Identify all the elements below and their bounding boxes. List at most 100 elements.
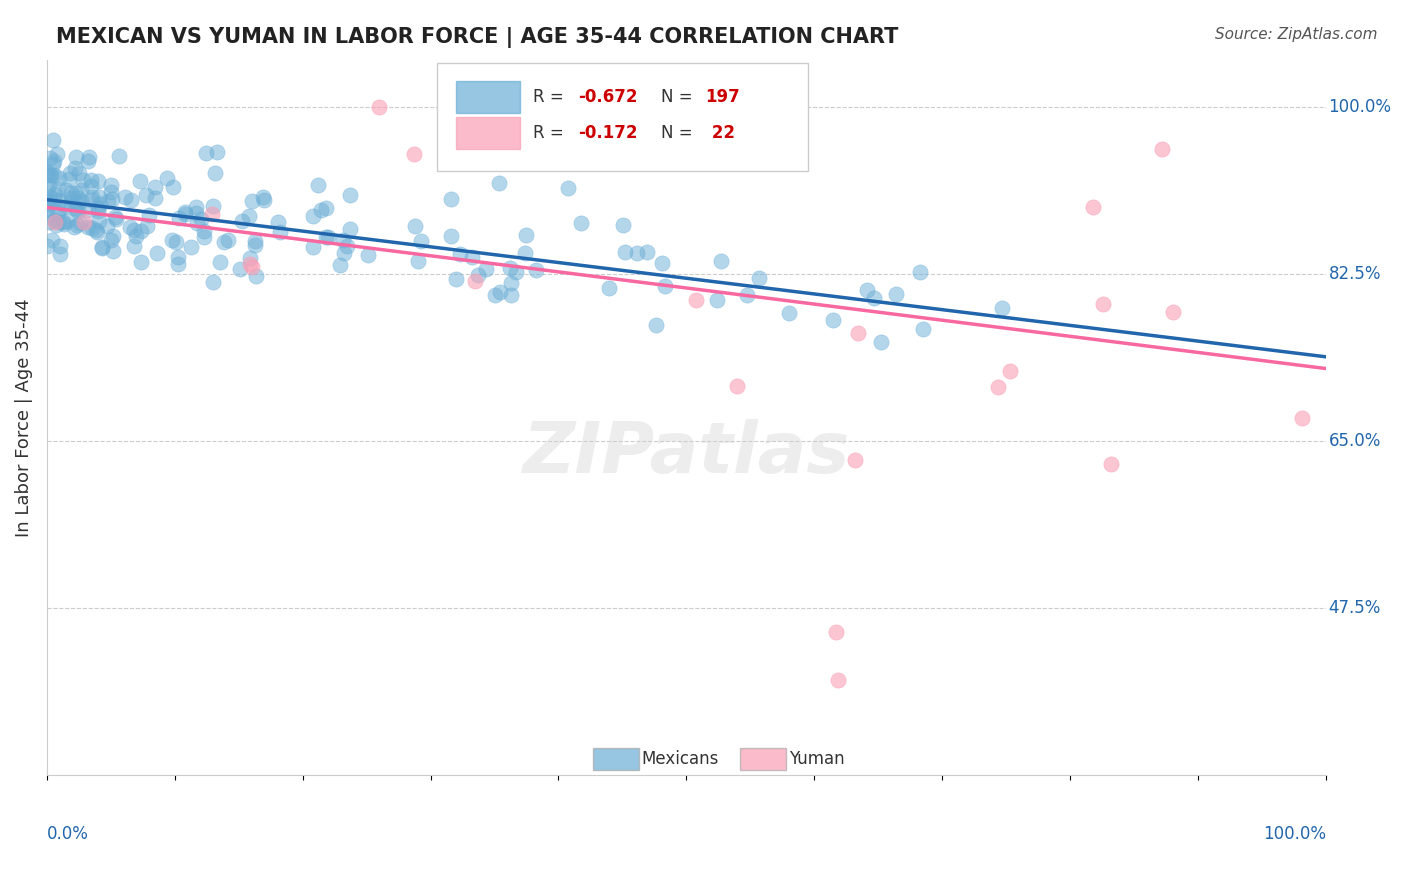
Mexicans	[84, 223, 107, 237]
Mexicans	[66, 219, 89, 233]
Mexicans	[505, 265, 527, 279]
Text: R =: R =	[533, 124, 569, 142]
Mexicans	[70, 194, 93, 208]
Mexicans	[65, 202, 87, 216]
Mexicans	[66, 191, 89, 205]
Text: 0.0%: 0.0%	[46, 825, 89, 843]
Mexicans	[245, 238, 267, 252]
Mexicans	[65, 150, 87, 164]
Mexicans	[80, 178, 103, 193]
Mexicans	[202, 275, 225, 289]
Mexicans	[138, 208, 160, 222]
Mexicans	[38, 178, 60, 192]
Mexicans	[77, 154, 100, 169]
Mexicans	[229, 262, 252, 277]
Mexicans	[461, 251, 484, 265]
Mexicans	[48, 204, 70, 219]
Mexicans	[100, 186, 122, 200]
Text: ZIPatlas: ZIPatlas	[523, 418, 851, 488]
Mexicans	[87, 173, 110, 187]
Mexicans	[910, 265, 932, 279]
Mexicans	[515, 227, 537, 242]
Mexicans	[120, 193, 142, 207]
Mexicans	[66, 203, 89, 218]
Mexicans	[636, 244, 658, 259]
Mexicans	[39, 168, 62, 182]
Mexicans	[143, 179, 166, 194]
Mexicans	[59, 186, 82, 201]
Text: -0.172: -0.172	[578, 124, 637, 142]
Mexicans	[135, 187, 157, 202]
Yuman	[825, 625, 848, 640]
Mexicans	[332, 233, 354, 247]
Mexicans	[614, 245, 637, 260]
Mexicans	[103, 244, 125, 258]
Mexicans	[63, 201, 86, 215]
Mexicans	[569, 216, 592, 230]
Yuman	[1150, 142, 1173, 156]
Mexicans	[39, 194, 62, 208]
Mexicans	[96, 219, 118, 233]
Mexicans	[484, 287, 506, 301]
Mexicans	[475, 262, 498, 277]
Mexicans	[498, 261, 520, 276]
Mexicans	[39, 151, 62, 165]
Mexicans	[101, 192, 124, 206]
Mexicans	[45, 219, 67, 233]
Mexicans	[911, 322, 934, 336]
Mexicans	[315, 201, 337, 215]
Mexicans	[499, 287, 522, 301]
Mexicans	[165, 235, 187, 250]
Mexicans	[46, 182, 69, 196]
Mexicans	[53, 199, 76, 213]
Mexicans	[38, 168, 60, 182]
Mexicans	[80, 190, 103, 204]
Mexicans	[65, 161, 87, 175]
Mexicans	[184, 206, 207, 220]
Mexicans	[440, 192, 463, 206]
Text: 65.0%: 65.0%	[1329, 433, 1381, 450]
Mexicans	[69, 216, 91, 230]
Mexicans	[52, 215, 75, 229]
Text: Source: ZipAtlas.com: Source: ZipAtlas.com	[1215, 27, 1378, 42]
Text: Yuman: Yuman	[789, 750, 844, 769]
Mexicans	[243, 235, 266, 249]
Mexicans	[86, 225, 108, 239]
Mexicans	[654, 279, 676, 293]
Mexicans	[35, 193, 58, 207]
Mexicans	[82, 220, 104, 235]
Mexicans	[245, 268, 267, 283]
Mexicans	[162, 180, 184, 194]
Mexicans	[598, 281, 620, 295]
Mexicans	[557, 181, 579, 195]
Mexicans	[309, 202, 332, 217]
Mexicans	[467, 268, 489, 283]
Y-axis label: In Labor Force | Age 35-44: In Labor Force | Age 35-44	[15, 298, 32, 537]
Yuman	[44, 215, 66, 229]
Mexicans	[37, 208, 59, 222]
Text: 100.0%: 100.0%	[1263, 825, 1326, 843]
Yuman	[685, 293, 707, 307]
Mexicans	[267, 215, 290, 229]
Mexicans	[62, 220, 84, 235]
Mexicans	[136, 219, 159, 233]
Mexicans	[238, 209, 260, 223]
Mexicans	[212, 235, 235, 249]
Mexicans	[315, 229, 337, 244]
Mexicans	[87, 204, 110, 219]
Mexicans	[114, 190, 136, 204]
Mexicans	[146, 246, 169, 260]
Yuman	[1163, 305, 1185, 319]
Text: MEXICAN VS YUMAN IN LABOR FORCE | AGE 35-44 CORRELATION CHART: MEXICAN VS YUMAN IN LABOR FORCE | AGE 35…	[56, 27, 898, 48]
Mexicans	[48, 171, 70, 186]
Mexicans	[67, 165, 90, 179]
Mexicans	[167, 251, 190, 265]
Mexicans	[440, 229, 463, 244]
Mexicans	[318, 230, 340, 244]
Mexicans	[748, 270, 770, 285]
Mexicans	[449, 246, 471, 260]
Mexicans	[53, 218, 76, 232]
Mexicans	[208, 255, 231, 269]
Text: N =: N =	[661, 124, 697, 142]
Mexicans	[333, 246, 356, 260]
